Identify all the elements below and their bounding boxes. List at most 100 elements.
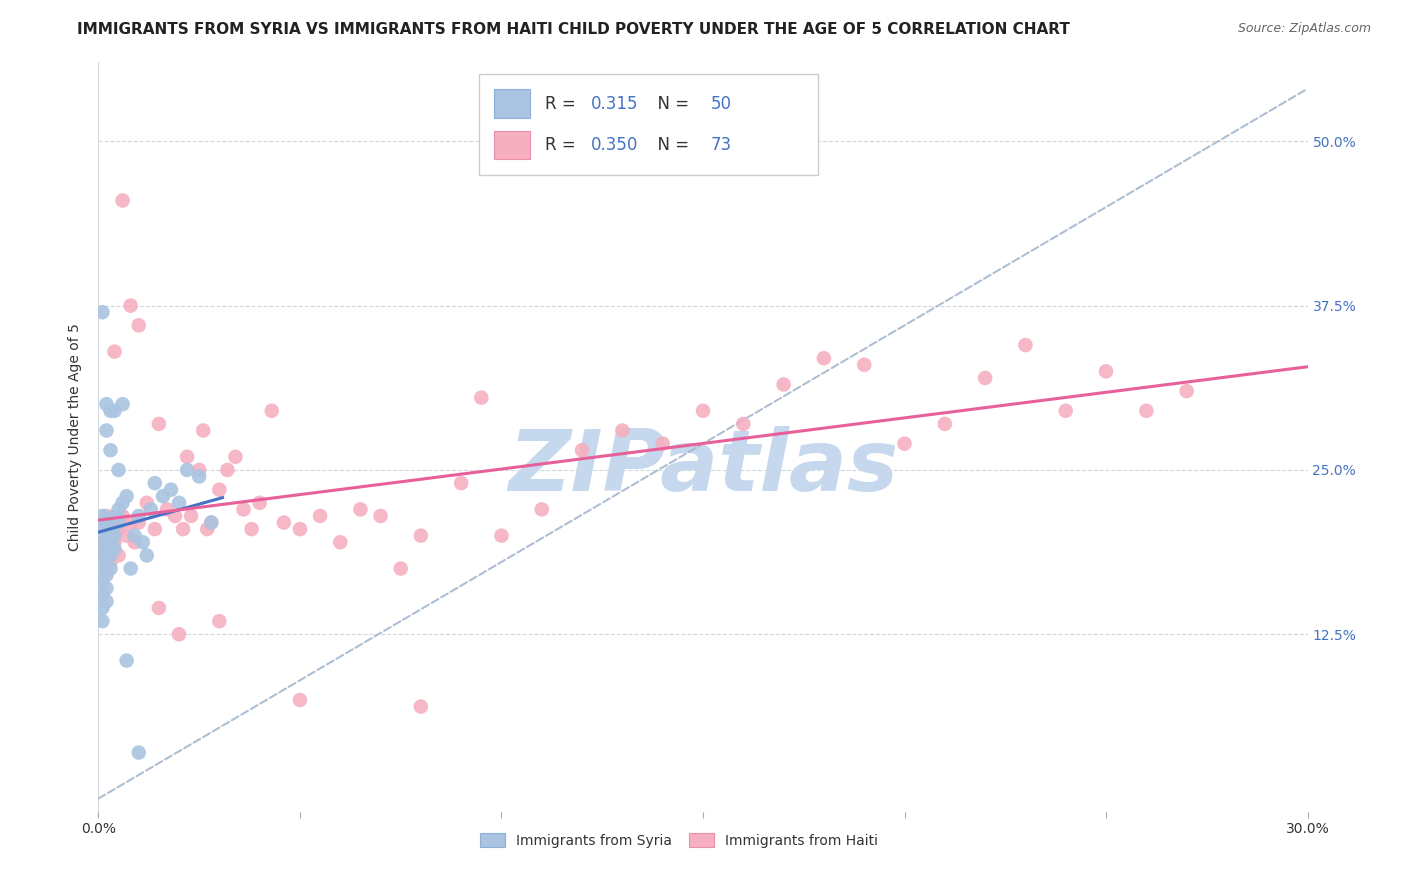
FancyBboxPatch shape [494, 89, 530, 118]
Point [249, 496, 271, 510]
Point [103, 508, 125, 523]
Point [143, 476, 166, 491]
Text: 73: 73 [710, 136, 731, 153]
Point [389, 561, 412, 575]
Point [91, 549, 114, 563]
Point [96, 529, 118, 543]
Point [571, 443, 593, 458]
Point [409, 699, 432, 714]
Point [651, 436, 673, 450]
Point [172, 522, 194, 536]
Point [370, 508, 392, 523]
Point [91, 535, 114, 549]
Point [156, 502, 179, 516]
Point [115, 529, 138, 543]
Point [124, 535, 146, 549]
Point [111, 194, 134, 208]
Point [1135, 404, 1157, 418]
Point [100, 443, 122, 458]
Point [167, 627, 190, 641]
Point [167, 496, 190, 510]
Point [100, 404, 122, 418]
Text: R =: R = [544, 136, 581, 153]
Point [91, 561, 114, 575]
Point [273, 516, 295, 530]
Point [224, 450, 246, 464]
Point [893, 436, 915, 450]
Point [260, 404, 283, 418]
Point [160, 483, 183, 497]
Point [91, 574, 114, 589]
Point [240, 522, 263, 536]
Point [1175, 384, 1198, 398]
Point [772, 377, 794, 392]
Point [1095, 364, 1118, 378]
Point [188, 469, 211, 483]
Point [115, 489, 138, 503]
Point [91, 522, 114, 536]
Point [120, 516, 142, 530]
Point [733, 417, 755, 431]
Point [200, 516, 222, 530]
Point [128, 318, 150, 333]
Point [188, 463, 211, 477]
Text: 50: 50 [710, 95, 731, 112]
Point [100, 549, 122, 563]
Point [103, 529, 125, 543]
Point [96, 516, 118, 530]
Point [111, 496, 134, 510]
Point [91, 305, 114, 319]
Point [200, 516, 222, 530]
Text: ZIPatlas: ZIPatlas [508, 425, 898, 508]
Point [96, 561, 118, 575]
Point [96, 594, 118, 608]
Point [107, 522, 129, 536]
Point [813, 351, 835, 366]
Y-axis label: Child Poverty Under the Age of 5: Child Poverty Under the Age of 5 [69, 323, 83, 551]
Point [176, 463, 198, 477]
FancyBboxPatch shape [494, 130, 530, 159]
Point [111, 397, 134, 411]
Point [612, 424, 634, 438]
Point [135, 496, 157, 510]
Point [96, 581, 118, 595]
Point [115, 654, 138, 668]
Point [103, 404, 125, 418]
Point [120, 299, 142, 313]
Point [195, 522, 218, 536]
Point [103, 535, 125, 549]
Point [91, 535, 114, 549]
Point [450, 476, 472, 491]
Point [100, 561, 122, 575]
Point [103, 344, 125, 359]
Point [107, 549, 129, 563]
Text: Source: ZipAtlas.com: Source: ZipAtlas.com [1237, 22, 1371, 36]
Point [491, 529, 513, 543]
Point [180, 508, 202, 523]
Point [91, 508, 114, 523]
Point [107, 516, 129, 530]
Point [193, 424, 215, 438]
Text: R =: R = [544, 95, 581, 112]
Point [96, 541, 118, 556]
Point [1054, 404, 1077, 418]
Point [91, 614, 114, 628]
Point [692, 404, 714, 418]
Point [135, 549, 157, 563]
Point [152, 489, 174, 503]
Point [100, 522, 122, 536]
Point [409, 529, 432, 543]
Point [853, 358, 876, 372]
Point [176, 450, 198, 464]
Point [124, 529, 146, 543]
Point [148, 417, 170, 431]
Text: N =: N = [647, 136, 695, 153]
Point [148, 601, 170, 615]
Point [349, 502, 371, 516]
Point [132, 535, 155, 549]
Point [96, 397, 118, 411]
Point [111, 508, 134, 523]
Point [128, 516, 150, 530]
Text: 0.315: 0.315 [591, 95, 638, 112]
Point [217, 463, 239, 477]
